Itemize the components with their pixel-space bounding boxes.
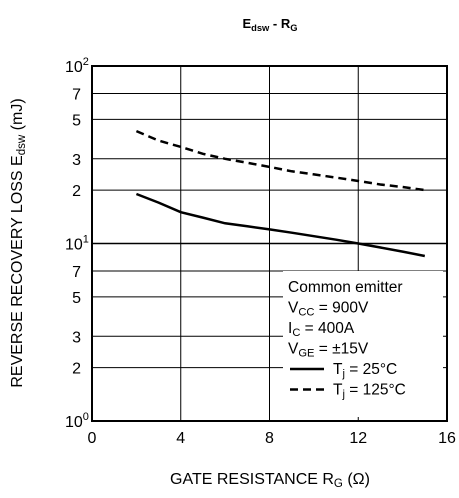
xlabel-tail: (Ω) [343,471,370,488]
y-tick-exp: 1 [83,234,89,246]
curve-125c [135,129,425,192]
legend-box [283,271,443,417]
curve-25c [135,192,426,258]
ylabel-main: REVERSE RECOVERY LOSS E [9,155,26,387]
y-tick-label: 3 [72,329,81,346]
legend-entry-main: T [333,382,343,399]
x-tick-label: 8 [265,430,274,447]
title-main: E [242,16,251,31]
legend-entry-label: Tj = 25°C [333,361,397,380]
legend-entry-sub: j [341,368,344,380]
y-tick-label: 2 [72,183,81,200]
x-tick-label: 4 [176,430,185,447]
x-axis-ticks: 0 4 8 12 16 [88,430,456,447]
legend-condition-sub: CC [298,307,314,319]
x-tick-label: 0 [88,430,97,447]
y-tick-label: 2 [72,361,81,378]
plot-frame [91,65,448,422]
title-sub2: G [290,23,297,33]
y-tick-base: 10 [65,59,83,76]
legend-condition-sub: C [292,327,300,339]
y-tick-label: 100 [65,411,89,431]
y-tick-label: 3 [72,152,81,169]
legend-entry-tail: = 25°C [345,361,397,378]
title-sub: dsw [251,23,270,33]
curves [135,129,426,258]
legend-condition-main: V [288,341,299,358]
y-tick-label: 7 [72,264,81,281]
ylabel-tail: (mJ) [9,98,26,134]
y-tick-base: 10 [65,237,83,254]
ylabel-sub: dsw [16,134,28,155]
y-tick-base: 10 [65,414,83,431]
y-tick-exp: 2 [83,56,89,68]
y-tick-label: 5 [72,112,81,129]
y-tick-label: 102 [65,56,89,76]
legend-entry-sub: j [341,389,344,401]
legend-condition-main: Common emitter [288,279,403,296]
y-tick-label: 101 [65,234,89,254]
x-axis-label: GATE RESISTANCE RG (Ω) [170,471,370,490]
y-tick-label: 5 [72,290,81,307]
legend-condition-main: I [288,320,292,337]
legend-condition: IC = 400A [288,320,355,339]
x-tick-label: 16 [438,430,456,447]
chart-title: Edsw - RG [242,16,297,33]
legend-condition: VGE = ±15V [288,341,369,360]
x-tick-label: 12 [349,430,367,447]
legend-entry-tail: = 125°C [345,382,406,399]
legend-condition: Common emitter [288,279,403,296]
legend-condition-sub: GE [298,348,314,360]
y-tick-exp: 0 [83,411,89,423]
y-tick-label: 7 [72,86,81,103]
xlabel-main: GATE RESISTANCE R [170,471,334,488]
legend-entry-main: T [333,361,343,378]
y-axis-label: REVERSE RECOVERY LOSS Edsw (mJ) [9,98,28,387]
legend-condition-tail: = ±15V [314,341,368,358]
legend-condition-tail: = 900V [314,300,369,317]
legend-condition-main: V [288,300,299,317]
title-tail: - R [269,16,291,31]
legend-condition-tail: = 400A [300,320,355,337]
xlabel-sub: G [334,478,343,490]
legend-entry-label: Tj = 125°C [333,382,406,401]
legend-condition: VCC = 900V [288,300,369,319]
